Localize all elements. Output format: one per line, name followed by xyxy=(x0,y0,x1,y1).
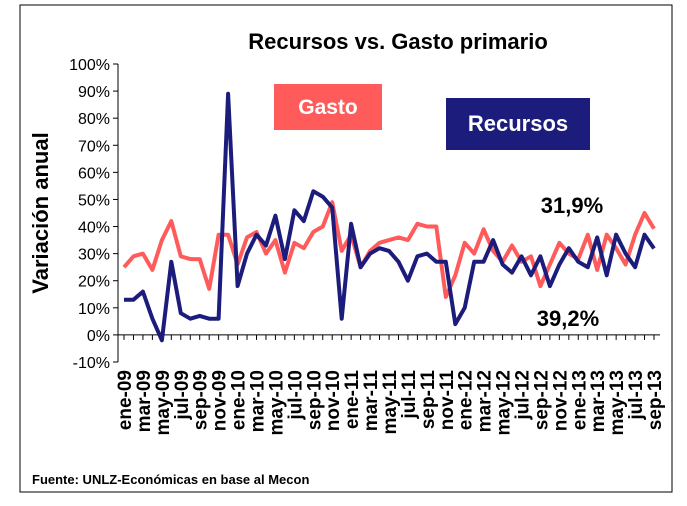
annotation: 31,9% xyxy=(541,193,603,218)
x-tick-label: ene-11 xyxy=(342,370,363,430)
x-tick-label: ene-10 xyxy=(229,370,250,430)
x-tick-label: nov-12 xyxy=(550,370,571,431)
y-tick-label: 40% xyxy=(78,220,110,237)
x-tick-label: ene-12 xyxy=(456,370,477,430)
y-tick-label: 70% xyxy=(78,138,110,155)
y-tick-label: 20% xyxy=(78,274,110,291)
x-tick-label: jul-11 xyxy=(399,370,420,420)
legend-box xyxy=(446,98,590,150)
series-line xyxy=(124,91,656,343)
x-tick-label: may-12 xyxy=(494,370,515,436)
y-tick-label: 80% xyxy=(78,111,110,128)
y-tick-label: -10% xyxy=(73,355,110,372)
legend-label: Recursos xyxy=(468,111,568,136)
y-tick-label: 10% xyxy=(78,301,110,318)
x-tick-label: may-11 xyxy=(380,370,401,435)
x-tick-label: mar-13 xyxy=(588,370,609,432)
x-tick-label: jul-10 xyxy=(285,370,306,421)
y-tick-label: 50% xyxy=(78,192,110,209)
legend: Gasto Recursos xyxy=(274,84,590,150)
x-tick-label: mar-09 xyxy=(134,370,155,432)
x-tick-label: nov-10 xyxy=(323,370,344,431)
x-tick-label: sep-12 xyxy=(531,370,552,430)
x-tick-label: ene-09 xyxy=(115,370,136,430)
x-tick-label: mar-10 xyxy=(248,370,269,432)
x-tick-label: ene-13 xyxy=(569,370,590,430)
legend-label: Gasto xyxy=(298,96,358,119)
y-tick-label: 60% xyxy=(78,165,110,182)
x-tick-label: sep-09 xyxy=(191,370,212,430)
y-tick-label: 0% xyxy=(87,328,110,345)
x-tick-label: sep-11 xyxy=(418,370,439,430)
x-tick-label: nov-09 xyxy=(210,370,231,431)
legend-box xyxy=(274,84,382,130)
x-tick-label: jul-12 xyxy=(513,370,534,421)
y-axis-label: Variación anual xyxy=(28,132,53,293)
annotation: 39,2% xyxy=(537,306,599,331)
source: Fuente: UNLZ-Económicas en base al Mecon xyxy=(32,472,309,487)
x-tick-label: nov-11 xyxy=(437,370,458,431)
x-tick-label: jul-09 xyxy=(172,370,193,421)
x-tick-label: sep-13 xyxy=(645,370,666,430)
x-tick-label: may-10 xyxy=(266,370,287,436)
x-tick-label: mar-11 xyxy=(361,370,382,432)
y-tick-label: 100% xyxy=(69,57,110,74)
y-tick-label: 30% xyxy=(78,247,110,264)
chart-title: Recursos vs. Gasto primario xyxy=(248,29,548,54)
y-tick-label: 90% xyxy=(78,84,110,101)
x-tick-label: jul-13 xyxy=(626,370,647,421)
x-tick-label: sep-10 xyxy=(304,370,325,430)
x-tick-label: mar-12 xyxy=(475,370,496,432)
x-tick-label: may-13 xyxy=(607,370,628,436)
x-tick-label: may-09 xyxy=(153,370,174,436)
